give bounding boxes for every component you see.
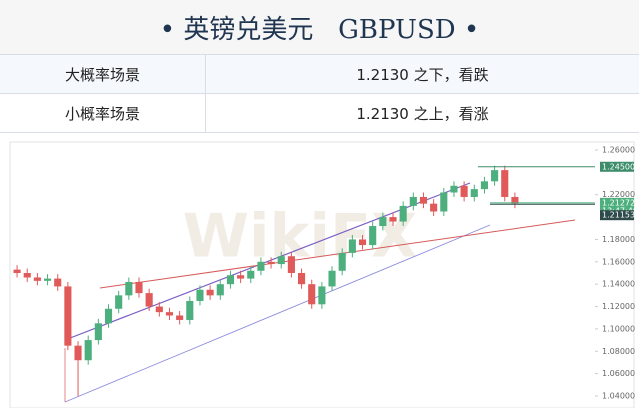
cell: 1.2130 之上，看涨 xyxy=(205,93,639,133)
candle-body xyxy=(44,278,52,281)
candle-body xyxy=(155,306,163,313)
candle-body xyxy=(277,256,285,265)
candle-body xyxy=(501,170,509,197)
candle-body xyxy=(237,275,245,279)
candle-body xyxy=(145,293,153,307)
candle-body xyxy=(267,261,275,265)
candle-body xyxy=(450,185,458,193)
channel-lower xyxy=(64,224,491,403)
title: • 英镑兑美元 GBPUSD • xyxy=(0,0,639,54)
candle-body xyxy=(196,289,204,301)
candle-body xyxy=(298,273,306,285)
candle-body xyxy=(328,270,336,287)
candle-body xyxy=(491,170,499,182)
y-tick-label: 1.26000 xyxy=(602,146,635,155)
y-tick-label: 1.06000 xyxy=(602,369,635,378)
candle-body xyxy=(13,269,21,273)
cell: 小概率场景 xyxy=(0,93,206,133)
price-tag xyxy=(600,210,634,221)
row: 大概率场景 1.2130 之下，看跌 xyxy=(0,54,639,94)
candle-body xyxy=(84,340,92,361)
chart-frame xyxy=(9,141,635,408)
candle-body xyxy=(419,196,428,204)
candle-body xyxy=(125,281,133,296)
candle-body xyxy=(511,196,519,204)
candle-body xyxy=(74,345,82,361)
candle-body xyxy=(287,256,295,273)
candle-body xyxy=(348,239,356,253)
watermark: WikiFX xyxy=(183,202,417,272)
candle-body xyxy=(369,226,377,246)
price-tag xyxy=(600,161,634,172)
y-tick-label: 1.08000 xyxy=(602,347,635,356)
candle-body xyxy=(115,295,123,309)
chart: WikiFX 1.26000 1.22000 1.18000 1.16000 1.140… xyxy=(9,141,638,408)
support-line xyxy=(99,219,576,289)
candle-body xyxy=(33,277,41,281)
candle-body xyxy=(379,217,387,227)
candle-body xyxy=(318,286,326,305)
candle-body xyxy=(308,284,316,305)
price-tag-label: 1.24500 xyxy=(602,162,635,171)
candle-body xyxy=(399,205,407,222)
candle-body xyxy=(186,300,194,320)
candle-body xyxy=(338,252,346,271)
candle-body xyxy=(460,185,468,197)
cell: 大概率场景 xyxy=(0,54,206,94)
candle-body xyxy=(104,308,113,324)
row: 小概率场景 1.2130 之上，看涨 xyxy=(0,93,639,133)
candle-body xyxy=(389,217,397,222)
y-tick-label: 1.14000 xyxy=(602,280,635,289)
candle-body xyxy=(257,261,265,271)
y-tick-label: 1.16000 xyxy=(602,257,635,266)
candle-body xyxy=(409,196,417,206)
candle-body xyxy=(247,270,255,279)
candle-body xyxy=(470,189,478,197)
candle-body xyxy=(430,203,438,212)
candle-body xyxy=(135,281,143,294)
candle-body xyxy=(216,284,224,296)
candle-body xyxy=(226,275,234,285)
cell: 1.2130 之下，看跌 xyxy=(205,54,639,94)
y-tick-label: 1.10000 xyxy=(602,324,635,333)
candle-body xyxy=(206,289,214,296)
candle-body xyxy=(358,239,367,246)
scenario-table: 大概率场景 1.2130 之下，看跌 小概率场景 1.2130 之上，看涨 xyxy=(0,54,639,133)
y-tick-label: 1.12000 xyxy=(602,302,635,311)
y-tick-label: 1.04000 xyxy=(602,392,635,401)
candle-body xyxy=(64,286,72,346)
price-tag-label: 1.21153 xyxy=(602,211,635,220)
candle-body xyxy=(480,181,488,190)
y-tick-label: 1.18000 xyxy=(602,235,635,244)
candle-body xyxy=(165,312,174,316)
candle-body xyxy=(54,278,62,287)
candle-body xyxy=(23,273,31,278)
y-tick-label: 1.22000 xyxy=(602,190,635,199)
candle-body xyxy=(176,315,184,320)
price-tag-label: 1.21272 xyxy=(602,198,635,207)
candle-body xyxy=(94,323,102,341)
candle-body xyxy=(440,192,448,212)
